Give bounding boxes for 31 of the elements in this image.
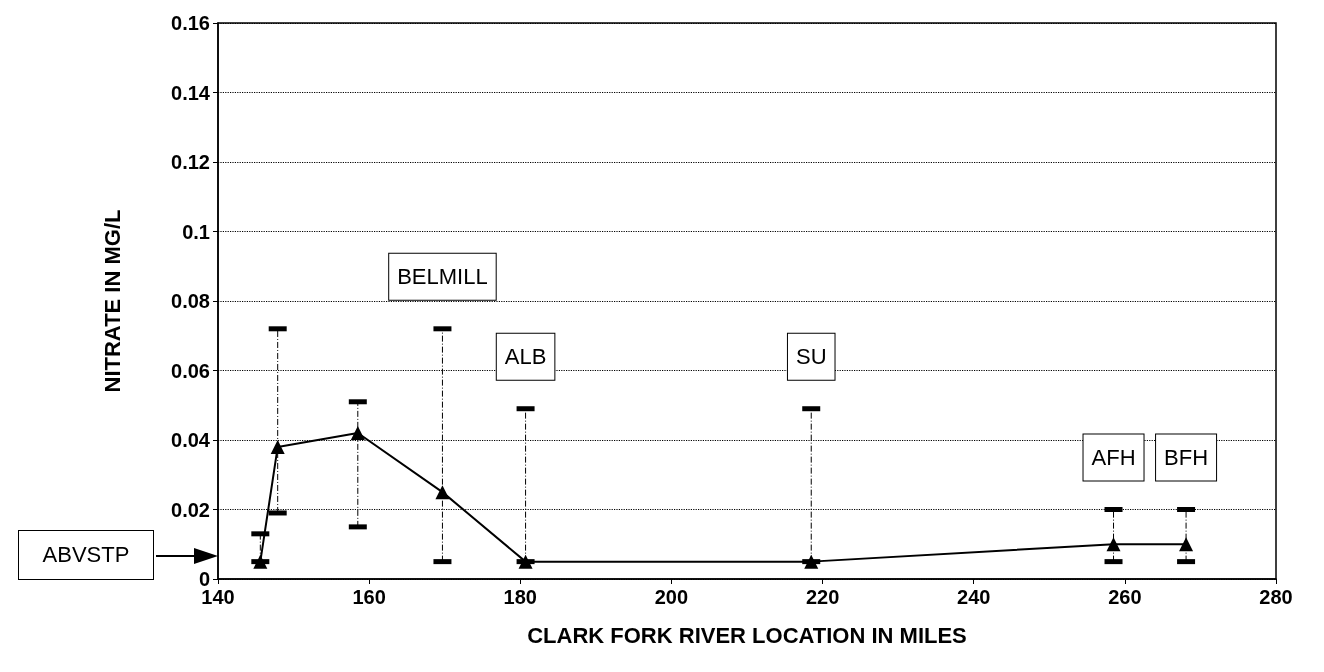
x-tick-label: 260	[1108, 586, 1142, 608]
y-tick-label: 0.06	[171, 359, 210, 382]
x-tick-label: 280	[1259, 586, 1293, 608]
y-tick-label: 0.1	[182, 220, 210, 243]
x-tick-label: 180	[503, 586, 537, 608]
y-tick-label: 0.02	[171, 498, 210, 521]
x-axis-title: CLARK FORK RIVER LOCATION IN MILES	[527, 622, 967, 648]
y-tick-label: 0.16	[171, 12, 210, 34]
x-tick-label: 220	[805, 586, 840, 608]
x-tick-label: 200	[654, 586, 689, 608]
annotation: BELMILL	[397, 264, 488, 290]
point	[518, 554, 533, 569]
point	[1179, 537, 1194, 552]
y-tick-label: 0.04	[171, 429, 211, 451]
point	[804, 554, 819, 569]
y-tick-label: 0.14	[171, 81, 211, 104]
y-tick-label: 0.12	[171, 151, 210, 173]
annotation: SU	[795, 344, 827, 370]
annotation: AFH	[1091, 445, 1136, 470]
point	[350, 426, 365, 441]
point	[1106, 537, 1121, 552]
annotation: ALB	[504, 344, 547, 370]
point	[253, 554, 268, 569]
y-tick-label: 0.08	[171, 290, 210, 312]
point	[270, 439, 285, 454]
x-tick-label: 160	[352, 586, 386, 608]
annotation: BFH	[1164, 445, 1209, 470]
y-axis-title: NITRATE IN MG/L	[99, 209, 125, 393]
text: ABVSTP	[18, 529, 154, 580]
point	[435, 485, 450, 500]
x-tick-label: 240	[957, 586, 991, 608]
